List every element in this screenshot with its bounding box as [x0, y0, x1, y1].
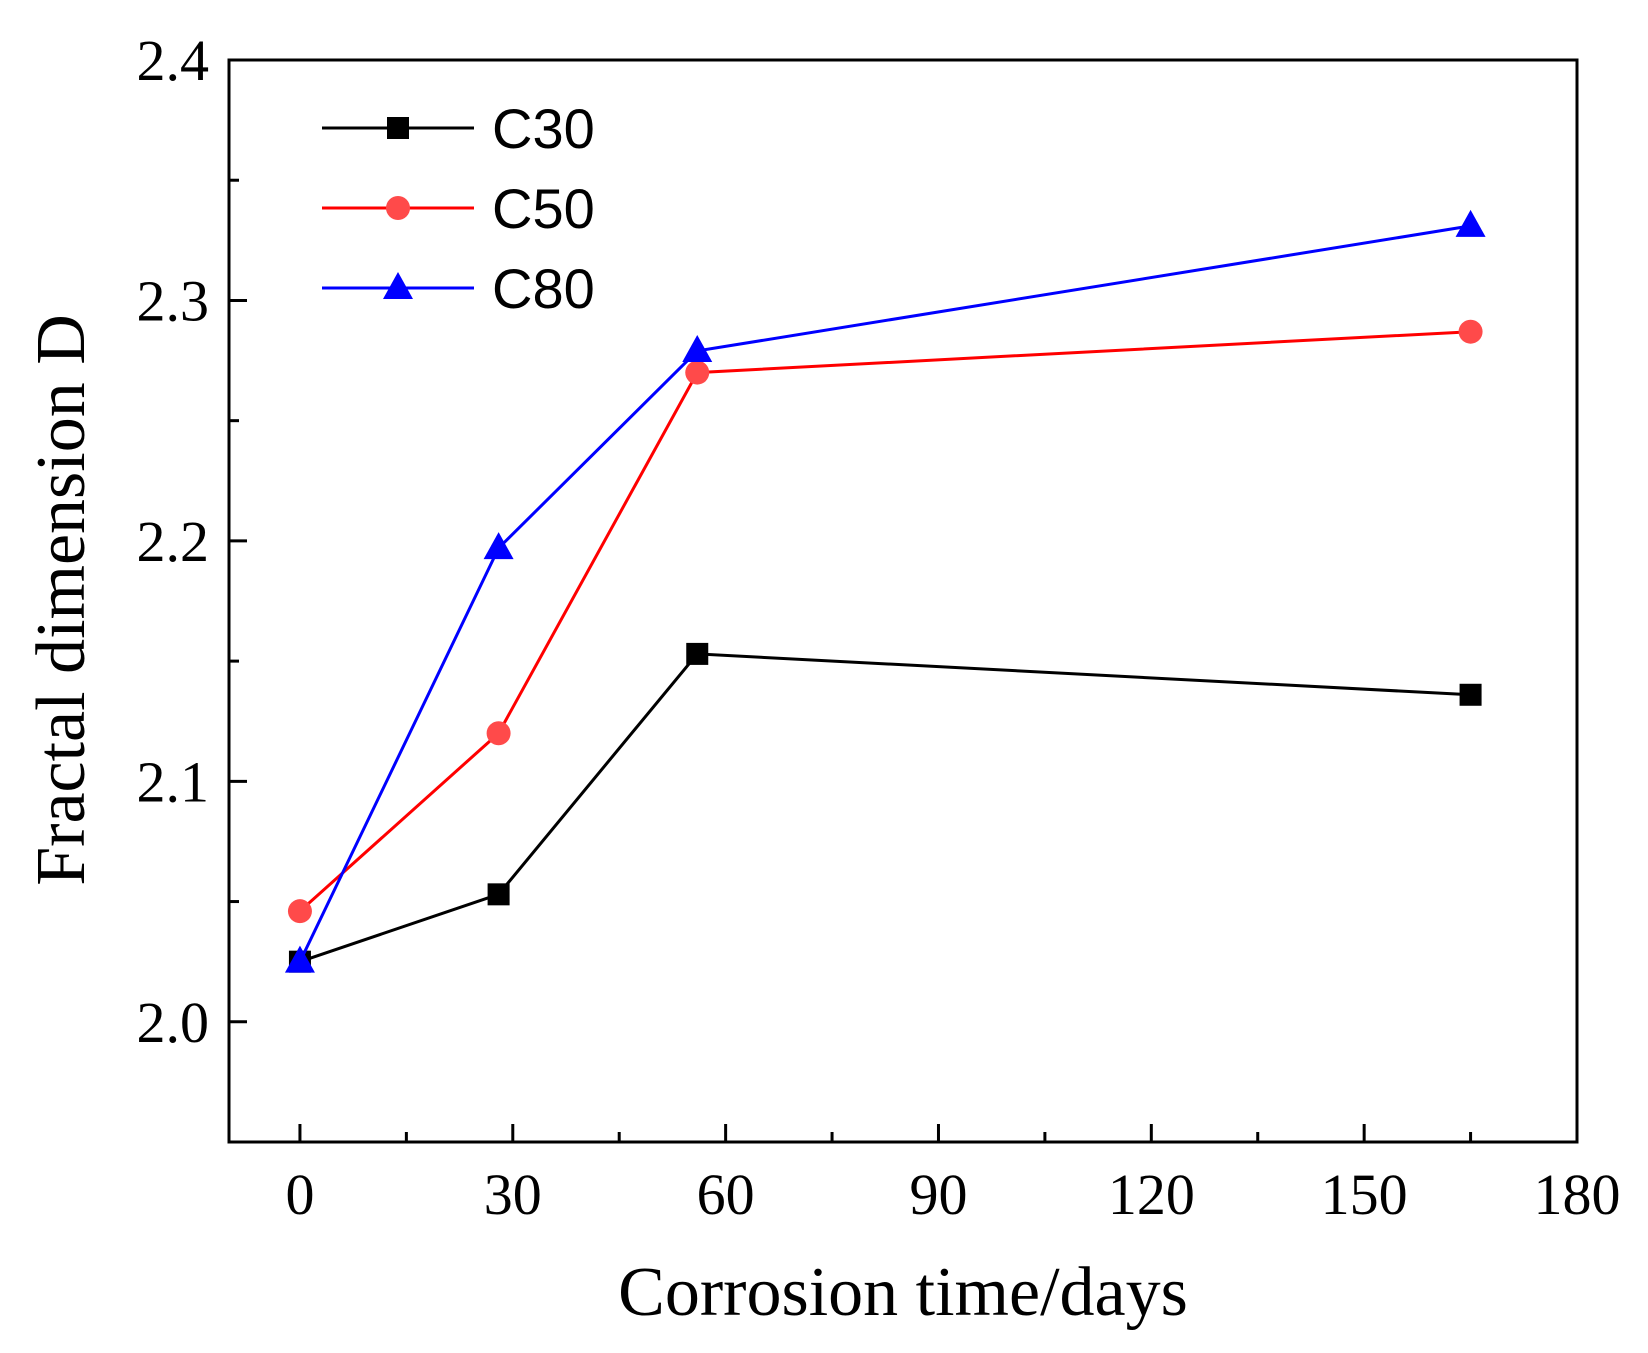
- legend-item-c30: C30: [322, 97, 595, 160]
- series-layer: [284, 209, 1486, 973]
- y-tick-label: 2.1: [137, 749, 210, 814]
- x-tick-label: 60: [697, 1162, 755, 1227]
- data-point: [1458, 319, 1483, 344]
- data-point: [487, 883, 510, 906]
- legend-label: C80: [492, 257, 595, 320]
- x-axis: 0 30 60 90 120 150 180: [285, 1124, 1621, 1227]
- data-point: [1459, 683, 1482, 706]
- series-c30: [288, 642, 1482, 973]
- series-line: [298, 330, 1471, 913]
- legend-item-c50: C50: [322, 177, 595, 240]
- data-point: [682, 334, 713, 362]
- y-axis-title: Fractal dimension D: [23, 314, 100, 886]
- plot-frame: [227, 58, 1579, 1144]
- data-point: [1455, 209, 1486, 237]
- x-tick-label: 90: [909, 1162, 967, 1227]
- series-c50: [287, 319, 1483, 924]
- series-line: [299, 652, 1471, 964]
- x-axis-title: Corrosion time/days: [618, 1254, 1188, 1331]
- legend: C30 C50 C80: [322, 97, 595, 320]
- data-point: [685, 360, 710, 385]
- x-tick-label: 180: [1534, 1162, 1621, 1227]
- y-tick-label: 2.4: [137, 28, 210, 93]
- y-tick-label: 2.0: [137, 990, 210, 1055]
- series-line: [298, 224, 1471, 963]
- x-tick-label: 0: [285, 1162, 314, 1227]
- y-tick-label: 2.2: [137, 509, 210, 574]
- legend-marker: [386, 196, 410, 220]
- y-tick-label: 2.3: [137, 268, 210, 333]
- legend-label: C30: [492, 97, 595, 160]
- x-tick-label: 150: [1321, 1162, 1408, 1227]
- x-tick-label: 30: [484, 1162, 542, 1227]
- data-point: [483, 532, 514, 560]
- x-tick-label: 120: [1108, 1162, 1195, 1227]
- legend-item-c80: C80: [322, 257, 595, 320]
- y-axis: 2.0 2.1 2.2 2.3 2.4: [137, 28, 247, 1055]
- legend-marker: [387, 117, 409, 139]
- data-point: [486, 721, 511, 746]
- data-point: [686, 642, 709, 665]
- legend-marker: [383, 272, 413, 299]
- data-point: [284, 945, 315, 973]
- series-c80: [284, 209, 1486, 973]
- legend-label: C50: [492, 177, 595, 240]
- data-point: [287, 899, 312, 924]
